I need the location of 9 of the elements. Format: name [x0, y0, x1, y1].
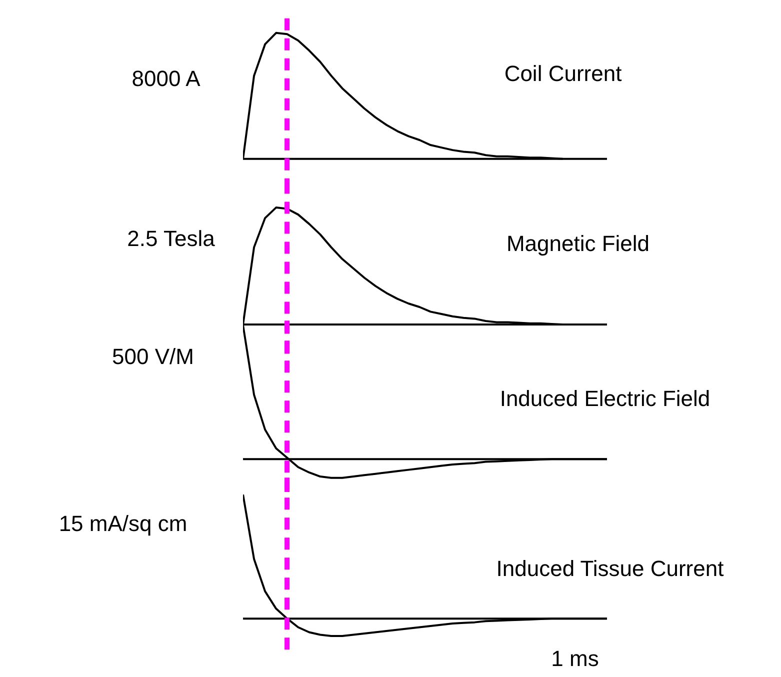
y-axis-title: 8000 A: [130, 66, 202, 92]
text: Induced Electric Field: [498, 386, 712, 412]
y-axis-title: 500 V/M: [111, 344, 195, 370]
text: Induced Tissue Current: [495, 556, 725, 582]
text: Magnetic Field: [505, 231, 651, 257]
text: Coil Current: [503, 61, 623, 87]
y-axis-title: 15 mA/sq cm: [58, 511, 188, 537]
text: 1 ms: [550, 646, 600, 672]
y-axis-title: 2.5 Tesla: [126, 226, 216, 252]
